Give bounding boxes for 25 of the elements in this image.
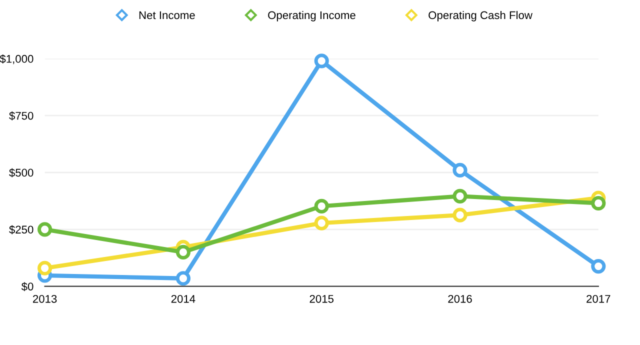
y-tick-label: $0	[21, 282, 34, 292]
x-tick-label: 2014	[171, 294, 196, 303]
point	[314, 198, 329, 214]
y-tick-label: $750	[9, 111, 34, 120]
legend-label: Net Income	[139, 11, 195, 20]
point	[314, 54, 329, 68]
x-tick-label: 2013	[33, 294, 57, 303]
x-tick-label: 2016	[448, 294, 472, 303]
legend-label: Operating Income	[268, 10, 356, 22]
point	[452, 162, 468, 178]
x-tick-label: 2015	[310, 294, 334, 303]
point	[38, 260, 52, 276]
y-tick-label: $500	[9, 168, 34, 178]
point	[38, 222, 52, 237]
y-tick-label: $250	[9, 225, 34, 234]
point	[591, 259, 606, 274]
x-tick-label: 2017	[586, 294, 610, 303]
point	[591, 196, 606, 211]
point	[176, 244, 190, 260]
point	[314, 216, 329, 230]
point	[452, 188, 468, 204]
legend-label: Operating Cash Flow	[428, 10, 532, 22]
point	[452, 208, 468, 222]
y-tick-label: $1,000	[0, 54, 34, 64]
point	[176, 271, 190, 286]
